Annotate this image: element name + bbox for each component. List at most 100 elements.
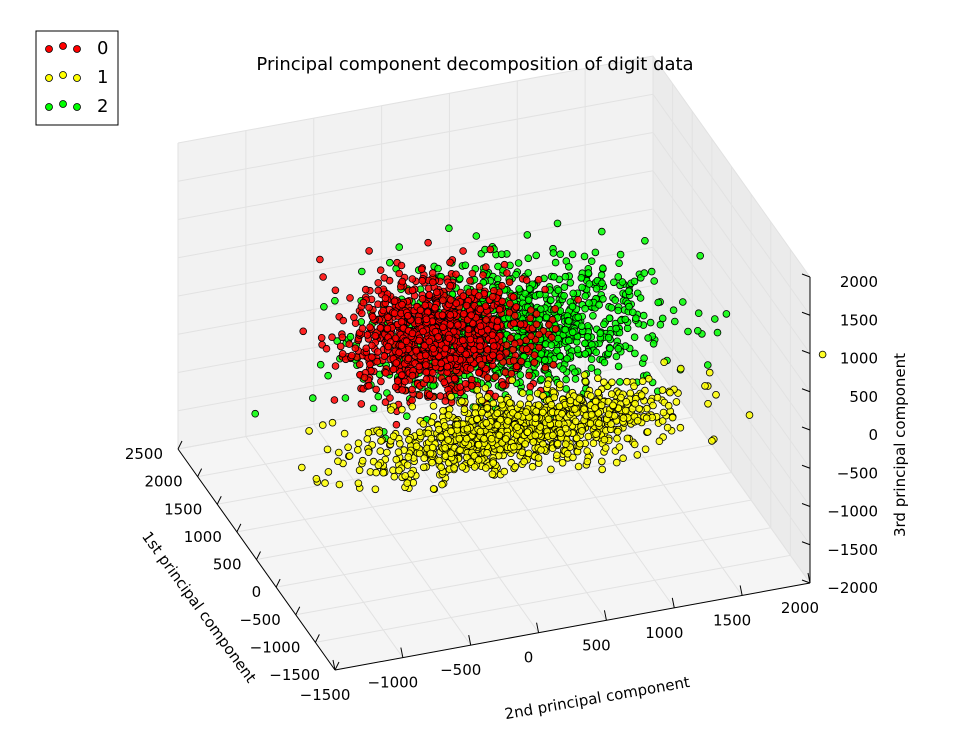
scatter-point-1 (676, 423, 685, 432)
scatter-point-1 (437, 433, 445, 441)
scatter-point-1 (324, 468, 333, 476)
legend-marker-2 (45, 103, 53, 111)
scatter-point-1 (435, 425, 443, 434)
scatter-point-1 (340, 429, 349, 438)
scatter-point-1 (483, 404, 492, 412)
scatter-point-0 (424, 238, 432, 247)
scatter-point-2 (596, 329, 604, 338)
scatter-point-1 (457, 397, 466, 406)
scatter-point-1 (580, 371, 589, 379)
scatter-point-2 (537, 350, 545, 358)
scatter-point-2 (547, 341, 556, 349)
scatter-point-1 (672, 398, 681, 406)
x-tick (295, 606, 301, 615)
scatter-point-2 (595, 301, 603, 309)
scatter-point-2 (587, 257, 596, 266)
y-tick-label: 0 (524, 649, 534, 667)
scatter-point-0 (534, 275, 543, 284)
scatter-point-0 (384, 313, 392, 322)
scatter-point-2 (600, 320, 608, 329)
scatter-point-1 (477, 396, 486, 405)
scatter-point-1 (558, 409, 566, 418)
scatter-point-2 (624, 287, 633, 296)
scatter-point-1 (387, 406, 395, 414)
scatter-point-1 (598, 465, 606, 474)
scatter-point-1 (504, 417, 512, 425)
scatter-point-0 (490, 342, 498, 350)
scatter-point-1 (631, 399, 639, 408)
z-axis-label: 3rd principal component (891, 353, 909, 537)
scatter-point-1 (473, 415, 482, 423)
scatter-point-2 (599, 264, 607, 273)
scatter-point-1 (574, 462, 583, 471)
x-tick-label: 2000 (144, 473, 182, 491)
scatter-point-0 (440, 378, 449, 387)
scatter-point-0 (346, 294, 354, 302)
scatter-point-2 (611, 296, 619, 304)
scatter-point-1 (653, 393, 662, 402)
scatter-point-2 (614, 362, 623, 371)
scatter-point-1 (600, 378, 608, 387)
scatter-point-2 (612, 352, 621, 361)
z-tick-label: −2000 (827, 579, 878, 597)
scatter-point-1 (318, 421, 327, 429)
scatter-point-1 (437, 463, 445, 471)
scatter-point-2 (654, 298, 662, 307)
scatter-point-0 (357, 400, 366, 408)
scatter-point-0 (422, 315, 431, 324)
scatter-point-2 (445, 224, 453, 233)
scatter-point-2 (649, 339, 658, 348)
scatter-point-2 (607, 303, 616, 312)
scatter-point-1 (487, 434, 496, 443)
y-tick (536, 622, 540, 633)
scatter-point-1 (572, 434, 581, 443)
scatter-point-0 (431, 358, 439, 367)
scatter-point-0 (532, 310, 541, 318)
scatter-point-2 (515, 285, 523, 293)
scatter-point-1 (543, 380, 552, 389)
scatter-point-0 (486, 245, 495, 254)
scatter-point-0 (398, 371, 406, 379)
scatter-point-1 (493, 409, 502, 418)
scatter-point-1 (483, 449, 491, 457)
scatter-point-0 (446, 296, 455, 304)
scatter-point-1 (364, 448, 373, 457)
y-tick-label: 2000 (781, 599, 819, 617)
scatter-point-1 (426, 449, 435, 458)
scatter-point-1 (617, 393, 625, 402)
scatter-point-0 (408, 371, 417, 380)
scatter-point-2 (577, 322, 586, 331)
scatter-point-1 (403, 461, 412, 469)
scatter-point-2 (472, 232, 481, 240)
scatter-point-1 (619, 414, 628, 422)
scatter-point-0 (551, 325, 560, 333)
scatter-point-0 (392, 359, 401, 367)
scatter-point-2 (606, 344, 614, 353)
scatter-point-2 (524, 269, 532, 277)
x-tick-label: 1500 (164, 500, 202, 518)
y-tick (603, 610, 607, 621)
scatter-point-2 (535, 290, 544, 299)
scatter-point-0 (408, 286, 417, 295)
scatter-point-0 (415, 362, 424, 371)
scatter-point-2 (658, 314, 667, 323)
scatter-point-2 (713, 328, 722, 337)
scatter-point-1 (493, 421, 502, 429)
scatter-point-1 (581, 377, 590, 386)
scatter-point-0 (482, 316, 490, 324)
scatter-point-0 (339, 316, 348, 325)
scatter-point-1 (323, 445, 332, 454)
y-tick (400, 647, 404, 658)
scatter-point-2 (568, 302, 577, 311)
scatter-point-2 (497, 250, 506, 259)
scatter-point-0 (380, 273, 389, 282)
scatter-point-2 (598, 279, 606, 288)
legend-marker-0 (45, 45, 53, 53)
scatter-point-1 (630, 382, 638, 391)
scatter-point-0 (397, 341, 406, 350)
scatter-point-0 (408, 329, 417, 338)
scatter-point-1 (638, 377, 647, 386)
scatter-point-2 (385, 258, 394, 267)
scatter-point-2 (640, 269, 649, 277)
z-tick-label: −500 (837, 464, 878, 482)
